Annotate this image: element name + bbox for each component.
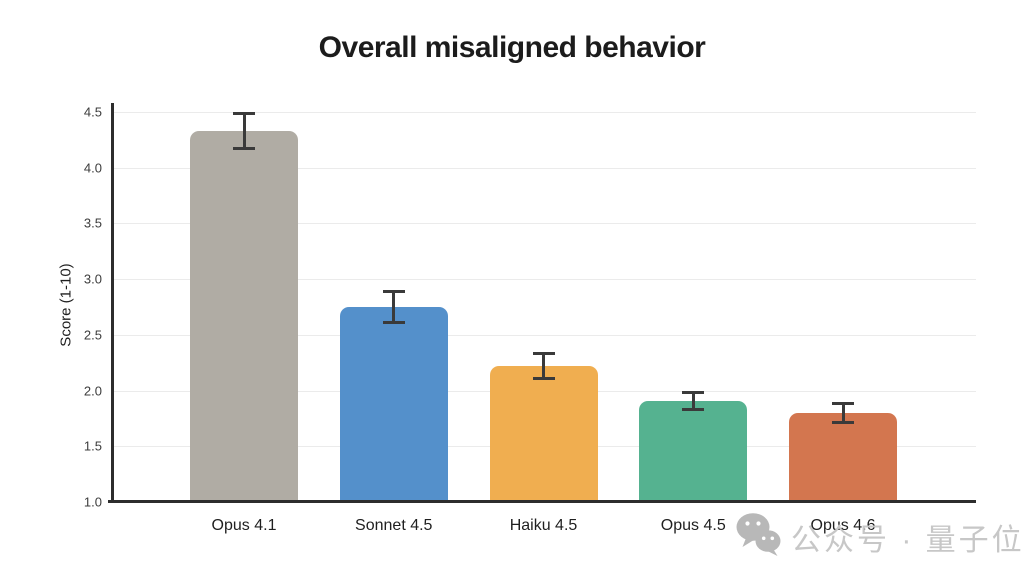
y-axis-line	[111, 103, 114, 503]
error-bar-cap-bottom	[233, 146, 255, 150]
y-tick-label: 3.5	[83, 215, 102, 231]
error-bar	[542, 352, 545, 380]
error-bar	[392, 291, 396, 323]
x-tick-label: Haiku 4.5	[509, 517, 578, 534]
gridline	[111, 223, 976, 225]
watermark: 公众号 · 量子位	[735, 512, 1024, 561]
x-tick-label: Sonnet 4.5	[355, 517, 433, 534]
error-bar	[691, 391, 695, 410]
error-bar-cap-top	[832, 401, 854, 405]
error-bar-cap-bottom	[382, 320, 405, 324]
chart-title: Overall misaligned behavior	[318, 31, 706, 64]
y-tick-label: 3.0	[83, 271, 102, 287]
gridline	[111, 334, 976, 336]
y-tick-label: 1.5	[83, 438, 102, 454]
gridline	[111, 111, 976, 113]
error-bar-cap-bottom	[532, 377, 555, 381]
error-bar-cap-bottom	[682, 407, 705, 411]
bar	[339, 306, 448, 500]
bar	[489, 366, 598, 500]
bar	[190, 130, 298, 500]
error-bar-cap-top	[382, 290, 405, 294]
y-tick-label: 4.5	[83, 104, 102, 120]
watermark-text: 公众号 · 量子位	[791, 523, 1024, 557]
x-tick-label: Opus 4.6	[810, 517, 876, 534]
error-bar-cap-top	[682, 390, 705, 394]
y-tick-label: 2.5	[83, 327, 102, 343]
error-bar-cap-top	[233, 112, 255, 116]
error-bar-cap-top	[532, 351, 555, 355]
bar	[639, 400, 748, 500]
gridline	[111, 167, 976, 169]
error-bar	[841, 402, 845, 423]
x-tick-label: Opus 4.5	[660, 517, 726, 534]
y-tick-label: 1.0	[83, 494, 102, 510]
y-tick-label: 4.0	[83, 160, 102, 176]
gridline	[111, 279, 976, 281]
error-bar	[242, 113, 246, 149]
y-tick-label: 2.0	[83, 383, 102, 399]
wechat-icon	[735, 512, 781, 561]
bar	[789, 412, 897, 500]
x-axis-line	[108, 500, 976, 503]
error-bar-cap-bottom	[832, 420, 854, 424]
x-tick-label: Opus 4.1	[211, 517, 277, 534]
